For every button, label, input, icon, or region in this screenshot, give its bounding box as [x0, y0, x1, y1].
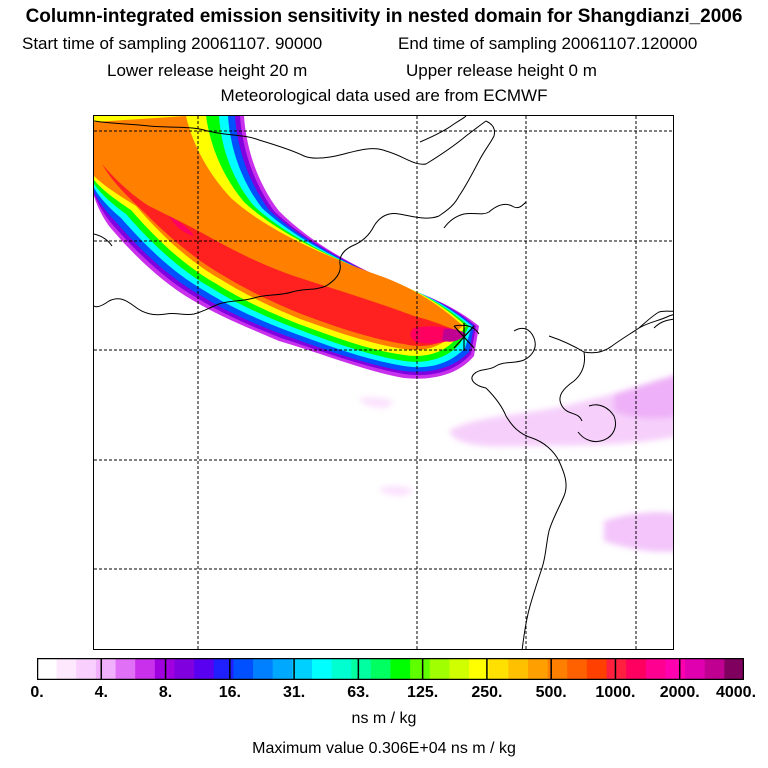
colorbar-cell [685, 658, 706, 680]
start-sampling-label: Start time of sampling 20061107. 90000 [22, 34, 323, 53]
colorbar-cell [488, 658, 509, 680]
colorbar-cell [213, 658, 234, 680]
colorbar-cell [606, 658, 627, 680]
colorbar-cell [331, 658, 352, 680]
colorbar-cell [449, 658, 470, 680]
colorbar-cell [645, 658, 667, 680]
colorbar-cell [174, 658, 195, 680]
colorbar-cell [567, 658, 588, 680]
emission-plume [94, 116, 479, 379]
plume-level-orange [94, 116, 463, 350]
colorbar-cell [76, 658, 97, 680]
colorbar-cell [253, 658, 274, 680]
end-sampling-label: End time of sampling 20061107.120000 [398, 34, 698, 53]
colorbar-cell [704, 658, 725, 680]
met-source-label: Meteorological data used are from ECMWF [220, 86, 548, 105]
colorbar-cell [724, 658, 745, 680]
colorbar-cell [508, 658, 529, 680]
colorbar-cell [272, 658, 293, 680]
colorbar-tick-label: 500. [535, 684, 567, 701]
upper-release-label: Upper release height 0 m [406, 61, 597, 80]
colorbar-tick-label: 125. [407, 684, 439, 701]
colorbar-tick-label: 8. [158, 684, 173, 701]
colorbar-cell [469, 658, 490, 680]
colorbar-cell [115, 658, 136, 680]
colorbar-cell [410, 658, 431, 680]
colorbar-cell [95, 658, 117, 680]
colorbar-cell [547, 658, 568, 680]
colorbar-cell [390, 658, 411, 680]
colorbar-tick-label: 1000. [595, 684, 636, 701]
colorbar-tick-label: 31. [282, 684, 306, 701]
colorbar-cell [233, 658, 254, 680]
colorbar-cell [194, 658, 215, 680]
receptor-x-cross-icon [453, 323, 475, 351]
colorbar-cell [311, 658, 333, 680]
maximum-value-label: Maximum value 0.306E+04 ns m / kg [252, 740, 516, 757]
plume-level-pink [169, 216, 462, 344]
colorbar-cell [586, 658, 608, 680]
colorbar-tick-label: 0. [30, 684, 44, 701]
colorbar [36, 657, 745, 681]
colorbar-cell [665, 658, 686, 680]
colorbar-cell [56, 658, 77, 680]
colorbar-tick-label: 63. [347, 684, 370, 701]
coastlines-borders [94, 116, 673, 649]
colorbar-scale [36, 657, 745, 681]
colorbar-cell [37, 658, 58, 680]
colorbar-cell [370, 658, 392, 680]
colorbar-unit-label: ns m / kg [351, 710, 417, 727]
colorbar-cell [292, 658, 313, 680]
plot-title: Column-integrated emission sensitivity i… [25, 6, 743, 27]
map-panel [93, 115, 674, 650]
lower-release-label: Lower release height 20 m [107, 61, 308, 80]
grid-lines [94, 116, 673, 649]
colorbar-cell [135, 658, 156, 680]
colorbar-tick-label: 4. [94, 684, 108, 701]
colorbar-tick-label: 16. [218, 684, 241, 701]
colorbar-cell [429, 658, 451, 680]
colorbar-tick-label: 4000. [715, 684, 757, 701]
colorbar-cell [527, 658, 549, 680]
colorbar-tick-label: 250. [471, 684, 503, 701]
low-sensitivity-patches [359, 375, 673, 552]
colorbar-cell [626, 658, 647, 680]
colorbar-cell [351, 658, 372, 680]
colorbar-tick-label: 2000. [659, 684, 700, 701]
map-canvas [94, 116, 673, 649]
